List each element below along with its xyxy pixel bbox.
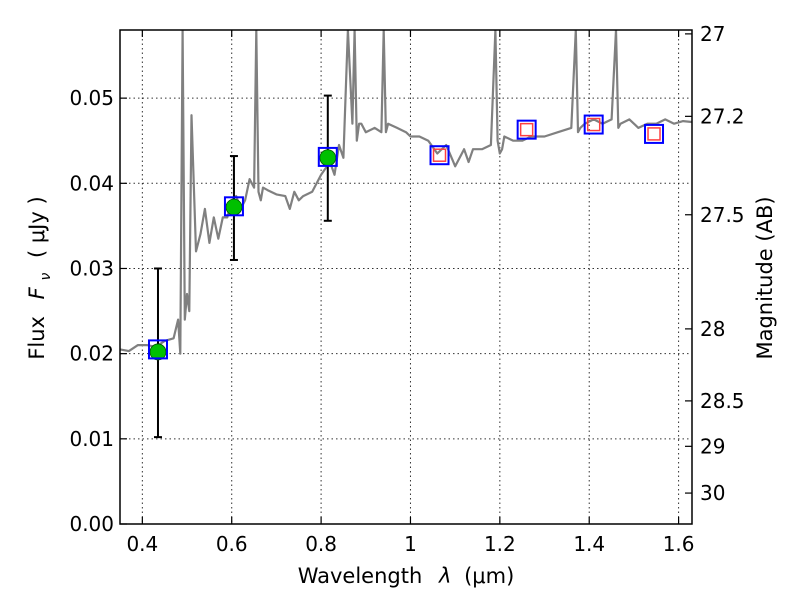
- y-axis-subscript: ν: [38, 273, 54, 281]
- y2-tick-label: 30: [700, 481, 725, 505]
- model-square: [317, 146, 338, 167]
- model-square: [147, 339, 168, 360]
- x-tick-label: 0.6: [216, 532, 248, 556]
- y2-tick-label: 29: [700, 434, 725, 458]
- plot-frame: [119, 29, 693, 525]
- x-tick-label: 1.4: [573, 532, 605, 556]
- x-tick-label: 1.6: [663, 532, 695, 556]
- y2-axis-label: Magnitude (AB): [753, 196, 777, 359]
- y-tick-label: 0.05: [69, 86, 114, 110]
- y-axis-unit: ( μJy ): [25, 196, 49, 258]
- x-axis-variable: λ: [438, 564, 451, 588]
- model-square: [516, 119, 537, 140]
- x-axis-title: Wavelength λ (μm): [298, 564, 515, 588]
- grid: [120, 30, 692, 525]
- y-tick-label: 0.01: [69, 427, 114, 451]
- spectrum-line: [120, 30, 692, 355]
- observed-point: [225, 198, 243, 216]
- predicted-square: [519, 122, 534, 137]
- y-tick-label: 0.02: [69, 342, 114, 366]
- observed-point: [319, 149, 337, 167]
- y-tick-label: 0.00: [69, 512, 114, 536]
- x-axis-unit: (μm): [464, 564, 514, 588]
- y-axis-variable: F: [25, 286, 49, 299]
- y2-tick-label: 28.5: [700, 389, 745, 413]
- predicted-square: [586, 117, 601, 132]
- model-square: [429, 145, 450, 166]
- x-tick-label: 1: [404, 532, 417, 556]
- x-axis-label: Wavelength: [298, 564, 423, 588]
- y2-tick-label: 27.5: [700, 203, 745, 227]
- y2-tick-label: 28: [700, 317, 725, 341]
- y-tick-label: 0.04: [69, 171, 114, 195]
- x-tick-label: 0.8: [305, 532, 337, 556]
- model-square: [644, 123, 665, 144]
- y-axis-label: Flux: [25, 316, 49, 360]
- plot-area: [120, 30, 692, 439]
- predicted-square: [647, 127, 661, 141]
- predicted-square: [432, 148, 447, 162]
- y2-tick-label: 27: [700, 22, 725, 46]
- model-square: [583, 114, 604, 135]
- y-axis-title: Flux F ν ( μJy ): [25, 196, 55, 359]
- model-square: [223, 196, 244, 217]
- y2-tick-label: 27.2: [700, 104, 745, 128]
- axis-ticks: 0.4 0.6 0.8 1 1.2 1.4 1.6 0.00 0.01 0.02 0.03 0.04 0…: [69, 22, 744, 556]
- x-tick-label: 0.4: [126, 532, 158, 556]
- x-tick-label: 1.2: [484, 532, 516, 556]
- y-tick-label: 0.03: [69, 256, 114, 280]
- y2-axis-title: Magnitude (AB): [753, 196, 777, 359]
